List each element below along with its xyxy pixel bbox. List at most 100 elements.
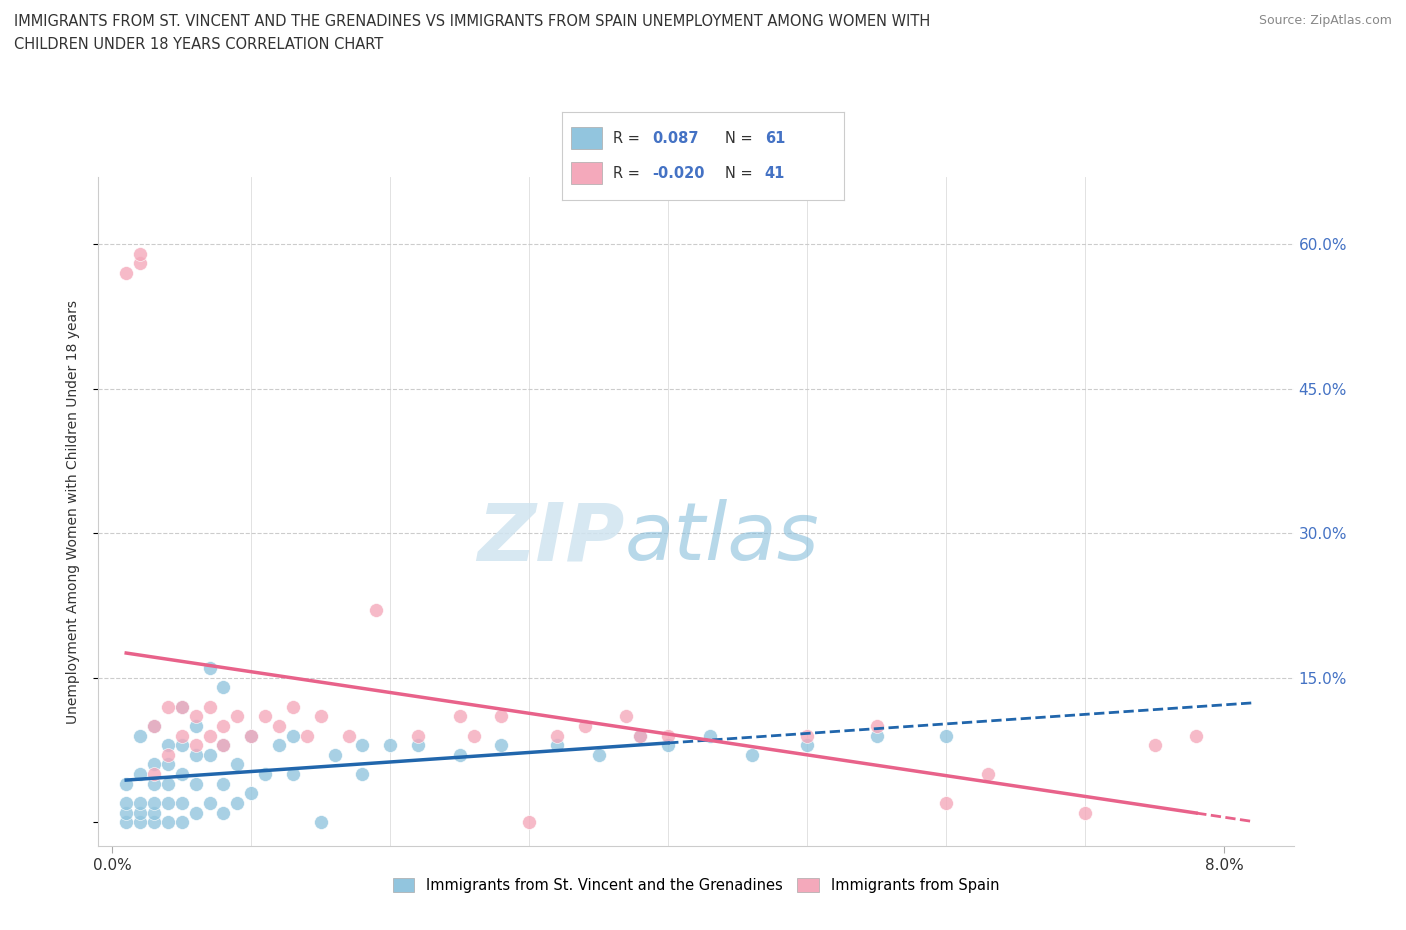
Point [865,728,887,743]
Point [198,748,221,763]
Point [240,728,263,743]
Point [628,728,651,743]
Point [281,766,304,781]
Point [212,737,235,752]
Point [796,728,818,743]
Text: IMMIGRANTS FROM ST. VINCENT AND THE GRENADINES VS IMMIGRANTS FROM SPAIN UNEMPLOY: IMMIGRANTS FROM ST. VINCENT AND THE GREN… [14,14,931,29]
Y-axis label: Unemployment Among Women with Children Under 18 years: Unemployment Among Women with Children U… [66,299,80,724]
Point [212,737,235,752]
Point [517,815,540,830]
Point [366,603,388,618]
Point [309,709,332,724]
Point [254,766,277,781]
Point [865,719,887,734]
Point [616,709,638,724]
Point [267,719,290,734]
Point [323,748,346,763]
Point [212,719,235,734]
Point [935,795,957,810]
Point [309,815,332,830]
Point [198,660,221,675]
Point [796,737,818,752]
Point [170,795,193,810]
Point [1185,728,1208,743]
Point [212,777,235,791]
Point [226,757,249,772]
Point [115,777,138,791]
Point [143,795,166,810]
Point [170,699,193,714]
Point [226,795,249,810]
Point [352,737,374,752]
Point [352,766,374,781]
Point [337,728,360,743]
Text: Source: ZipAtlas.com: Source: ZipAtlas.com [1258,14,1392,27]
Point [115,815,138,830]
Text: 61: 61 [765,130,785,146]
Point [184,805,207,820]
Point [170,815,193,830]
Point [170,737,193,752]
Text: R =: R = [613,130,640,146]
Point [143,815,166,830]
Text: N =: N = [725,166,754,181]
Point [129,805,152,820]
Point [1143,737,1166,752]
Point [491,709,513,724]
Point [240,728,263,743]
Text: ZIP: ZIP [477,499,624,578]
Point [115,795,138,810]
Point [129,256,152,271]
Point [143,719,166,734]
Point [977,766,1000,781]
Point [491,737,513,752]
Point [281,728,304,743]
Legend: Immigrants from St. Vincent and the Grenadines, Immigrants from Spain: Immigrants from St. Vincent and the Gren… [387,872,1005,899]
Point [156,757,179,772]
Point [170,728,193,743]
Point [184,777,207,791]
Point [281,699,304,714]
Text: CHILDREN UNDER 18 YEARS CORRELATION CHART: CHILDREN UNDER 18 YEARS CORRELATION CHAR… [14,37,384,52]
Point [198,699,221,714]
Point [463,728,485,743]
Point [657,737,679,752]
Point [935,728,957,743]
Point [380,737,402,752]
Point [449,748,471,763]
Point [156,795,179,810]
Point [170,699,193,714]
Point [156,737,179,752]
Point [115,266,138,281]
Point [449,709,471,724]
Point [574,719,596,734]
Bar [571,163,602,184]
Point [546,737,568,752]
Point [170,766,193,781]
Point [129,246,152,261]
Point [156,748,179,763]
Point [546,728,568,743]
Text: 41: 41 [765,166,785,181]
Point [267,737,290,752]
Point [143,719,166,734]
Point [212,805,235,820]
Point [143,757,166,772]
Point [129,815,152,830]
Point [198,795,221,810]
Point [240,786,263,801]
Text: R =: R = [613,166,640,181]
Point [156,699,179,714]
Point [129,795,152,810]
Point [184,719,207,734]
Point [156,777,179,791]
Point [628,728,651,743]
Point [115,805,138,820]
Point [1074,805,1097,820]
Point [129,766,152,781]
Text: 0.087: 0.087 [652,130,699,146]
Point [741,748,763,763]
Point [143,766,166,781]
Point [295,728,318,743]
Point [212,680,235,695]
